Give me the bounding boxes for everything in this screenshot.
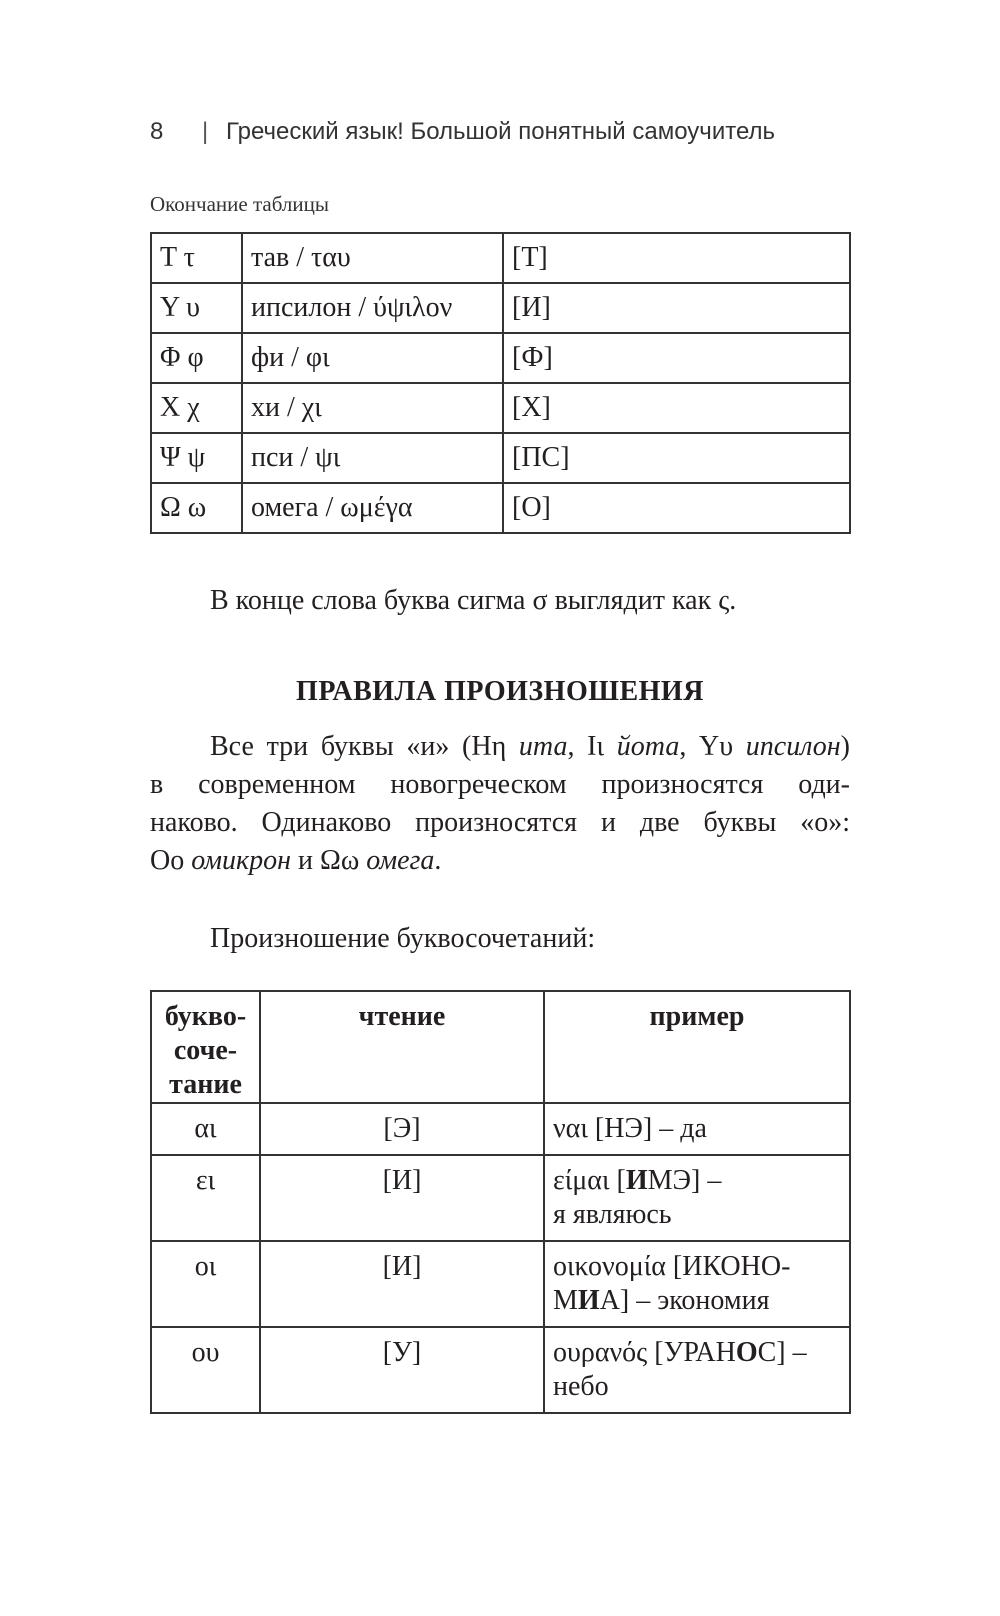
text: и Ωω xyxy=(291,845,367,876)
text: . xyxy=(434,845,442,876)
combo-cell: αι xyxy=(150,1102,261,1156)
header-text: соче- xyxy=(173,1035,238,1066)
letter-cell: Ω ω xyxy=(150,482,243,534)
italic-text: омега xyxy=(366,845,435,876)
text: С] – xyxy=(757,1337,807,1368)
letter-cell: Τ τ xyxy=(150,232,243,284)
reading-cell: [И] xyxy=(259,1240,545,1328)
header-combination: букво-соче-тание xyxy=(150,990,261,1104)
stress-letter: О xyxy=(735,1337,758,1368)
letter-combination-table: букво-соче-тание чтение пример αι [Э] να… xyxy=(150,990,851,1414)
name-cell: омега / ωμέγα xyxy=(241,482,504,534)
paragraph-line: Все три буквы «и» (Ηη ита, Ιι йота, Υυ и… xyxy=(150,728,850,766)
pronunciation-paragraph: Все три буквы «и» (Ηη ита, Ιι йота, Υυ и… xyxy=(150,728,850,880)
example-cell: είμαι [ИМЭ] – я являюсь xyxy=(543,1154,851,1242)
text: είμαι [ xyxy=(553,1165,626,1196)
text: , Υυ xyxy=(679,731,746,762)
combo-cell: οι xyxy=(150,1240,261,1328)
table-row: Φ φ фи / φι [Ф] xyxy=(150,332,851,384)
letter-cell: Υ υ xyxy=(150,282,243,334)
example-cell: οικονομία [ИКОНО- МИА] – экономия xyxy=(543,1240,851,1328)
text: М xyxy=(553,1285,578,1316)
combo-cell: ου xyxy=(150,1326,261,1414)
header-example: пример xyxy=(543,990,851,1104)
sound-cell: [Т] xyxy=(502,232,851,284)
italic-text: йота xyxy=(616,731,680,762)
paragraph-line: наково. Одинаково произносятся и две бук… xyxy=(150,807,850,838)
alphabet-table: Τ τ тав / ταυ [Т] Υ υ ипсилон / ύψιλον [И] Φ… xyxy=(150,232,851,534)
text: , Ιι xyxy=(567,731,617,762)
header-reading: чтение xyxy=(259,990,545,1104)
text: я являюсь xyxy=(553,1199,672,1230)
italic-text: ипсилон xyxy=(745,731,841,762)
table-row: Ω ω омега / ωμέγα [О] xyxy=(150,482,851,534)
text: ) xyxy=(840,731,850,762)
running-header: 8 | Греческий язык! Большой понятный самоу… xyxy=(150,118,775,146)
example-cell: ναι [НЭ] – да xyxy=(543,1102,851,1156)
header-separator: | xyxy=(202,118,209,145)
text: ουρανός [УРАН xyxy=(553,1337,736,1368)
paragraph-line: Οο омикрон и Ωω омега. xyxy=(150,842,850,880)
table-header-row: букво-соче-тание чтение пример xyxy=(150,990,851,1104)
book-title: Греческий язык! Большой понятный самоучи… xyxy=(226,118,775,145)
italic-text: ита xyxy=(518,731,568,762)
table-row: Υ υ ипсилон / ύψιλον [И] xyxy=(150,282,851,334)
header-text: букво- xyxy=(164,1001,247,1032)
header-text: тание xyxy=(169,1069,242,1100)
combo-intro: Произношение буквосочетаний: xyxy=(150,920,850,958)
text: Все три буквы «и» (Ηη xyxy=(210,731,519,762)
name-cell: пси / ψι xyxy=(241,432,504,484)
italic-text: омикрон xyxy=(191,845,292,876)
reading-cell: [И] xyxy=(259,1154,545,1242)
table-row: Χ χ хи / χι [Х] xyxy=(150,382,851,434)
paragraph-line: в современном новогреческом произносятся… xyxy=(150,769,850,800)
sound-cell: [ПС] xyxy=(502,432,851,484)
reading-cell: [У] xyxy=(259,1326,545,1414)
stress-letter: И xyxy=(625,1165,648,1196)
sound-cell: [И] xyxy=(502,282,851,334)
page-number: 8 xyxy=(150,118,164,145)
sound-cell: [О] xyxy=(502,482,851,534)
sound-cell: [Х] xyxy=(502,382,851,434)
letter-cell: Χ χ xyxy=(150,382,243,434)
sigma-note: В конце слова буква сигма σ выглядит как… xyxy=(150,582,850,620)
table-row: Τ τ тав / ταυ [Т] xyxy=(150,232,851,284)
text: небо xyxy=(553,1371,609,1402)
name-cell: тав / ταυ xyxy=(241,232,504,284)
text: А] – экономия xyxy=(599,1285,770,1316)
letter-cell: Ψ ψ xyxy=(150,432,243,484)
example-cell: ουρανός [УРАНОС] – небо xyxy=(543,1326,851,1414)
combo-cell: ει xyxy=(150,1154,261,1242)
text: Οο xyxy=(150,845,192,876)
table-row: ει [И] είμαι [ИМЭ] – я являюсь xyxy=(150,1154,851,1242)
sigma-note-text: В конце слова буква сигма σ выглядит как… xyxy=(210,585,737,616)
letter-cell: Φ φ xyxy=(150,332,243,384)
name-cell: хи / χι xyxy=(241,382,504,434)
text: οικονομία [ИКОНО- xyxy=(553,1251,791,1282)
table-row: αι [Э] ναι [НЭ] – да xyxy=(150,1102,851,1156)
text: МЭ] – xyxy=(647,1165,722,1196)
reading-cell: [Э] xyxy=(259,1102,545,1156)
stress-letter: И xyxy=(577,1285,600,1316)
name-cell: ипсилон / ύψιλον xyxy=(241,282,504,334)
combo-intro-text: Произношение буквосочетаний: xyxy=(210,923,596,954)
table-row: ου [У] ουρανός [УРАНОС] – небо xyxy=(150,1326,851,1414)
name-cell: фи / φι xyxy=(241,332,504,384)
table-caption: Окончание таблицы xyxy=(150,192,329,216)
table-row: Ψ ψ пси / ψι [ПС] xyxy=(150,432,851,484)
sound-cell: [Ф] xyxy=(502,332,851,384)
table-row: οι [И] οικονομία [ИКОНО- МИА] – экономия xyxy=(150,1240,851,1328)
section-title: ПРАВИЛА ПРОИЗНОШЕНИЯ xyxy=(296,676,704,707)
